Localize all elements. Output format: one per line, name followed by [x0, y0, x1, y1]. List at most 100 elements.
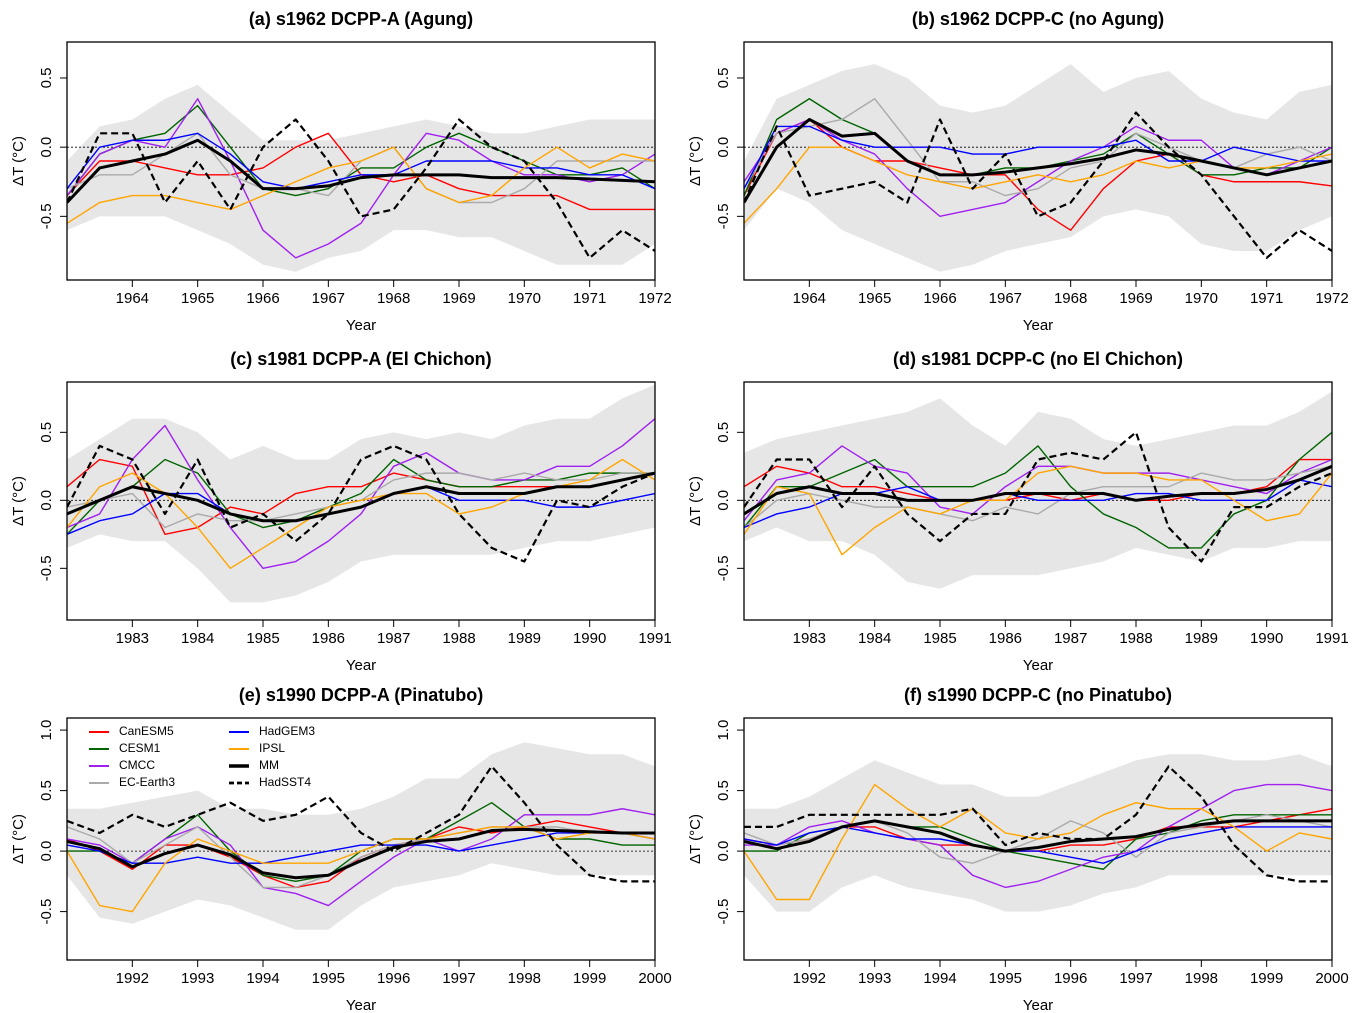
y-tick-label: 0.5 — [38, 780, 55, 801]
x-tick-label: 1997 — [442, 970, 475, 987]
x-tick-label: 1991 — [1315, 630, 1348, 647]
x-tick-label: 1992 — [116, 970, 149, 987]
y-tick-label: 0.5 — [715, 68, 732, 89]
x-tick-label: 1964 — [116, 290, 149, 307]
x-tick-label: 1983 — [116, 630, 149, 647]
x-tick-label: 1994 — [246, 970, 279, 987]
plot-area — [744, 64, 1332, 272]
plot-area — [744, 391, 1332, 589]
series-line — [67, 827, 655, 880]
x-tick-label: 1989 — [508, 630, 541, 647]
series-line — [744, 117, 1332, 204]
x-axis-label: Year — [346, 657, 376, 674]
series-line — [744, 465, 1332, 556]
x-tick-label: 1992 — [793, 970, 826, 987]
x-tick-label: 1969 — [1119, 290, 1152, 307]
y-axis-label: ΔT (°C) — [687, 476, 704, 526]
chart-title: (a) s1962 DCPP-A (Agung) — [249, 9, 473, 29]
x-tick-label: 1984 — [858, 630, 891, 647]
x-tick-label: 1970 — [508, 290, 541, 307]
y-tick-label: 0.5 — [715, 780, 732, 801]
x-tick-label: 1988 — [1119, 630, 1152, 647]
plot-frame — [66, 717, 656, 961]
chart-title: (d) s1981 DCPP-C (no El Chichon) — [893, 349, 1183, 369]
x-tick-label: 1972 — [1315, 290, 1348, 307]
legend-label: HadGEM3 — [259, 724, 315, 738]
x-tick-label: 1985 — [923, 630, 956, 647]
x-tick-label: 1970 — [1185, 290, 1218, 307]
x-tick-label: 1994 — [923, 970, 956, 987]
x-axis-label: Year — [346, 997, 376, 1013]
series-line — [744, 783, 1332, 901]
y-axis-label: ΔT (°C) — [687, 814, 704, 864]
x-axis-label: Year — [346, 317, 376, 334]
plot-frame — [743, 41, 1333, 281]
y-tick-label: 1.0 — [38, 720, 55, 741]
x-axis-label: Year — [1023, 317, 1053, 334]
x-tick-label: 1991 — [638, 630, 671, 647]
x-tick-label: 1998 — [1185, 970, 1218, 987]
plot-frame — [66, 41, 656, 281]
series-line — [744, 819, 1332, 853]
x-tick-label: 1972 — [638, 290, 671, 307]
x-tick-label: 1999 — [573, 970, 606, 987]
y-tick-label: 0.5 — [38, 422, 55, 443]
series-line — [67, 146, 655, 224]
x-tick-label: 1986 — [312, 630, 345, 647]
series-line — [744, 765, 1332, 883]
x-tick-label: 1987 — [1054, 630, 1087, 647]
y-axis-label: ΔT (°C) — [10, 814, 27, 864]
panel: 1983 1984 1985 1986 1987 1988 1989 1990 1991 -0.5… — [10, 349, 672, 674]
x-tick-label: 1995 — [989, 970, 1022, 987]
legend-label: HadSST4 — [259, 775, 311, 789]
spread-band — [744, 391, 1332, 589]
series-line — [67, 132, 655, 190]
x-tick-label: 1971 — [573, 290, 606, 307]
y-tick-label: 0.0 — [715, 841, 732, 862]
x-tick-label: 1965 — [181, 290, 214, 307]
y-tick-label: -0.5 — [715, 203, 732, 229]
x-tick-label: 1984 — [181, 630, 214, 647]
plot-frame — [743, 717, 1333, 961]
series-line — [744, 445, 1332, 522]
y-tick-label: -0.5 — [38, 899, 55, 925]
series-line — [744, 125, 1332, 189]
legend-label: CMCC — [119, 758, 155, 772]
x-tick-label: 1986 — [989, 630, 1022, 647]
x-tick-label: 1995 — [312, 970, 345, 987]
plot-area — [67, 742, 655, 930]
plot-frame — [66, 381, 656, 621]
x-tick-label: 1971 — [1250, 290, 1283, 307]
series-line — [67, 826, 655, 889]
spread-band — [67, 742, 655, 930]
series-line — [67, 418, 655, 570]
series-line — [67, 826, 655, 913]
x-tick-label: 1967 — [989, 290, 1022, 307]
x-tick-label: 2000 — [1315, 970, 1348, 987]
chart-title: (b) s1962 DCPP-C (no Agung) — [912, 9, 1164, 29]
series-line — [744, 464, 1332, 516]
series-line — [67, 138, 655, 204]
y-tick-label: 0.0 — [38, 841, 55, 862]
y-tick-label: -0.5 — [38, 203, 55, 229]
plot-area — [67, 84, 655, 272]
x-tick-label: 1993 — [181, 970, 214, 987]
y-tick-label: -0.5 — [715, 555, 732, 581]
x-tick-label: 1987 — [377, 630, 410, 647]
x-tick-label: 1989 — [1185, 630, 1218, 647]
panel: 1992 1993 1994 1995 1996 1997 1998 1999 2000 -0.5… — [10, 685, 672, 1013]
chart-title: (e) s1990 DCPP-A (Pinatubo) — [239, 685, 483, 705]
series-line — [67, 471, 655, 523]
x-tick-label: 1965 — [858, 290, 891, 307]
x-tick-label: 1966 — [923, 290, 956, 307]
legend-label: CESM1 — [119, 741, 161, 755]
series-line — [67, 98, 655, 259]
legend-label: EC-Earth3 — [119, 775, 175, 789]
legend-label: CanESM5 — [119, 724, 174, 738]
series-line — [67, 765, 655, 883]
x-tick-label: 1969 — [442, 290, 475, 307]
x-tick-label: 1983 — [793, 630, 826, 647]
x-tick-label: 1968 — [377, 290, 410, 307]
x-tick-label: 1968 — [1054, 290, 1087, 307]
series-line — [744, 431, 1332, 549]
